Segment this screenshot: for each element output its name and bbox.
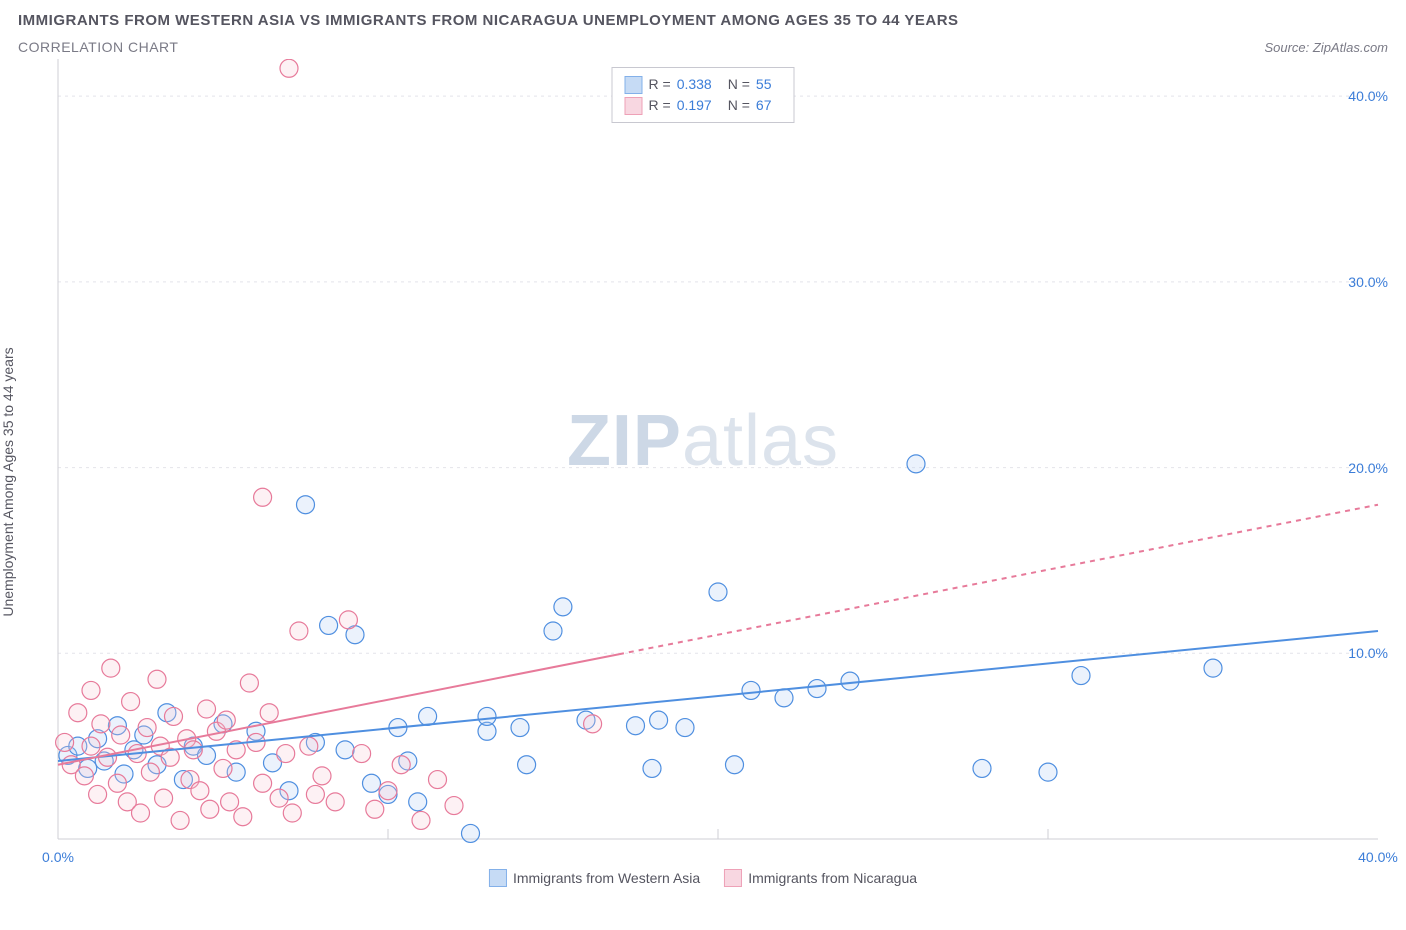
legend-swatch-icon	[489, 869, 507, 887]
legend-swatch-icon	[724, 869, 742, 887]
y-tick-label: 40.0%	[1348, 88, 1388, 104]
y-tick-label: 20.0%	[1348, 460, 1388, 476]
y-axis-label: Unemployment Among Ages 35 to 44 years	[0, 347, 16, 616]
series-label: Immigrants from Nicaragua	[748, 870, 917, 886]
legend-row-western_asia: R = 0.338 N = 55	[625, 74, 782, 95]
n-value: 67	[756, 95, 772, 116]
scatter-plot	[18, 59, 1388, 849]
r-value: 0.338	[677, 74, 712, 95]
y-tick-label: 10.0%	[1348, 645, 1388, 661]
source-attribution: Source: ZipAtlas.com	[1264, 40, 1388, 55]
r-value: 0.197	[677, 95, 712, 116]
legend-swatch-icon	[625, 76, 643, 94]
y-tick-label: 30.0%	[1348, 274, 1388, 290]
series-legend: Immigrants from Western Asia Immigrants f…	[489, 869, 917, 887]
correlation-legend: R = 0.338 N = 55 R = 0.197 N = 67	[612, 67, 795, 123]
n-label: N =	[728, 95, 750, 116]
r-label: R =	[649, 95, 671, 116]
legend-row-nicaragua: R = 0.197 N = 67	[625, 95, 782, 116]
chart-title: IMMIGRANTS FROM WESTERN ASIA VS IMMIGRAN…	[18, 12, 1388, 29]
chart-subtitle: CORRELATION CHART	[18, 39, 178, 55]
series-label: Immigrants from Western Asia	[513, 870, 700, 886]
r-label: R =	[649, 74, 671, 95]
n-value: 55	[756, 74, 772, 95]
x-tick-label: 0.0%	[42, 849, 74, 865]
series-legend-item-nicaragua: Immigrants from Nicaragua	[724, 869, 917, 887]
series-legend-item-western_asia: Immigrants from Western Asia	[489, 869, 700, 887]
legend-swatch-icon	[625, 97, 643, 115]
chart-container: Unemployment Among Ages 35 to 44 years Z…	[18, 59, 1388, 889]
n-label: N =	[728, 74, 750, 95]
x-tick-label: 40.0%	[1358, 849, 1398, 865]
